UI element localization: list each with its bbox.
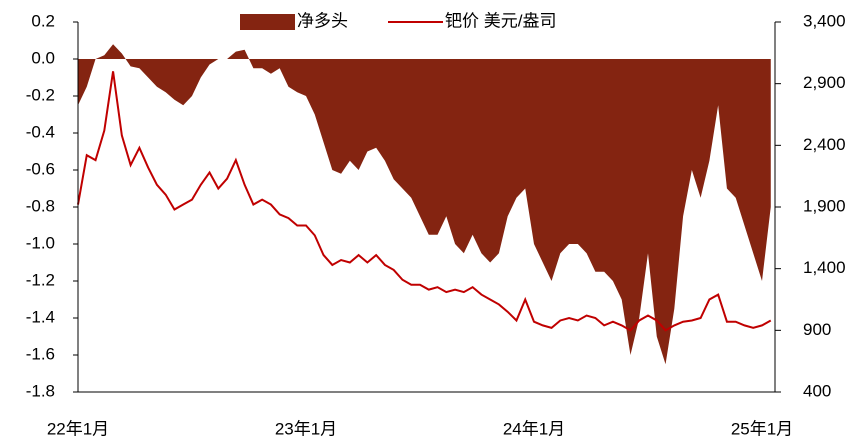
- y-tick-label: -1.8: [26, 381, 55, 400]
- y-tick-label: -0.4: [26, 122, 55, 141]
- legend-swatch: [240, 14, 295, 30]
- y-tick-label: -0.6: [26, 159, 55, 178]
- y-tick-label: -1.0: [26, 233, 55, 252]
- x-tick-label: 22年1月: [47, 419, 109, 438]
- y2-tick-label: 2,900: [803, 73, 846, 92]
- x-tick-label: 25年1月: [731, 419, 793, 438]
- y2-tick-label: 3,400: [803, 11, 846, 30]
- y-tick-label: -1.4: [26, 307, 55, 326]
- y-tick-label: -0.2: [26, 85, 55, 104]
- y2-tick-label: 400: [803, 381, 831, 400]
- y-tick-label: -1.2: [26, 270, 55, 289]
- x-tick-label: 23年1月: [275, 419, 337, 438]
- y-tick-label: 0.0: [31, 48, 55, 67]
- y2-tick-label: 1,400: [803, 258, 846, 277]
- y-tick-label: -0.8: [26, 196, 55, 215]
- area: [78, 44, 771, 365]
- x-tick-label: 24年1月: [503, 419, 565, 438]
- y2-tick-label: 900: [803, 320, 831, 339]
- y2-tick-label: 1,900: [803, 196, 846, 215]
- y2-tick-label: 2,400: [803, 135, 846, 154]
- y-tick-label: -1.6: [26, 344, 55, 363]
- legend-label: 钯价 美元/盎司: [445, 11, 556, 30]
- line: [77, 71, 772, 332]
- y-tick-label: 0.2: [31, 11, 55, 30]
- legend-label: 净多头: [297, 11, 348, 30]
